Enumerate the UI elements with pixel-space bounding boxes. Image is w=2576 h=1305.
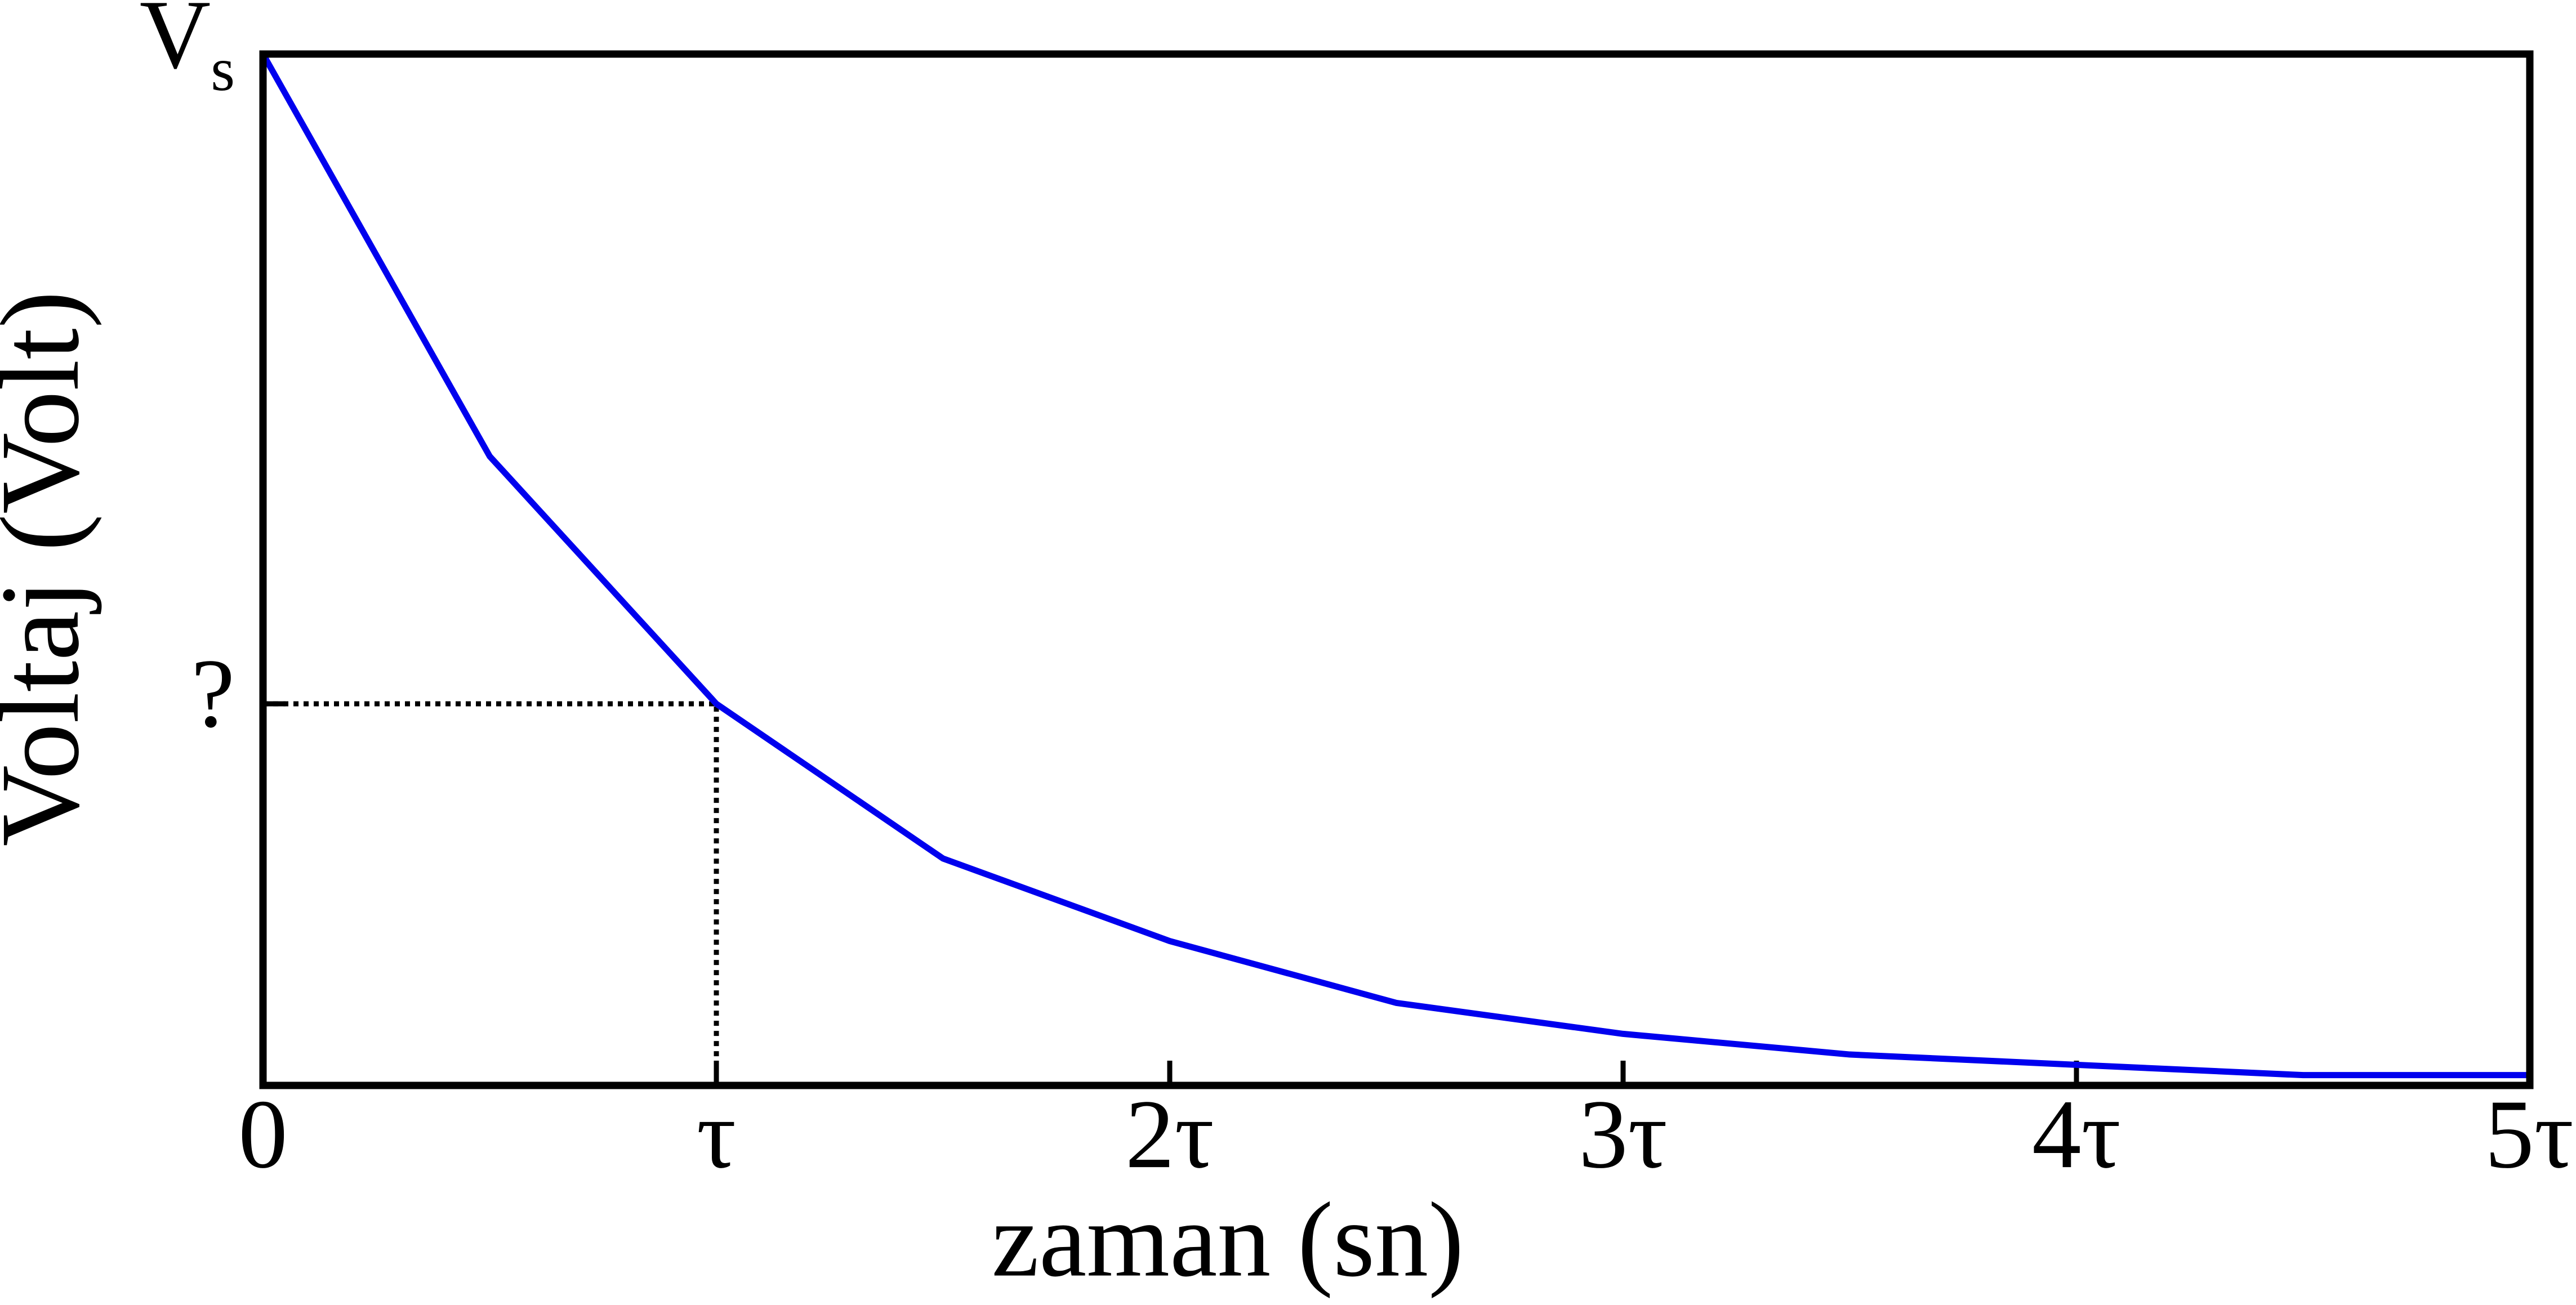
x-axis-label: zaman (sn)	[992, 1181, 1464, 1299]
guide-line	[263, 701, 719, 1085]
plot-frame	[259, 50, 2534, 1089]
y-tick-label: Vs	[140, 0, 235, 104]
x-tick-label: 5τ	[2485, 1079, 2574, 1188]
x-tick-label: 2τ	[1125, 1079, 1214, 1188]
y-axis-label: Voltaj (Volt)	[0, 291, 102, 846]
line-series	[260, 52, 2530, 1079]
x-tick-label: 0	[238, 1079, 288, 1188]
x-tick-label: 3τ	[1579, 1079, 1668, 1188]
y-tick-label: ?	[191, 638, 235, 748]
x-tick-label: τ	[697, 1079, 736, 1188]
x-tick-label: 4τ	[2032, 1079, 2121, 1188]
